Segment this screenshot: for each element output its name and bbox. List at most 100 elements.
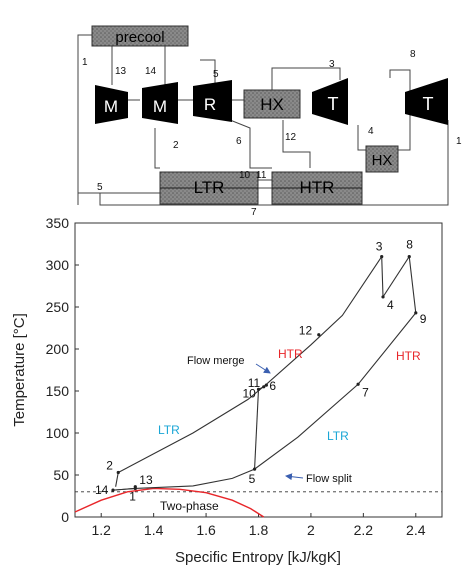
turbine-2-shape — [405, 78, 448, 125]
x-tick-label: 2.2 — [354, 522, 374, 538]
state-point-marker — [356, 382, 360, 386]
state-point-label: 14 — [95, 483, 109, 497]
state-point-label: 13 — [139, 473, 153, 487]
y-tick-label: 150 — [46, 383, 70, 399]
state-point-label: 9 — [420, 312, 427, 326]
stream-number: 14 — [145, 66, 157, 77]
precool-label: precool — [115, 29, 164, 46]
flow-merge-annotation: Flow merge — [187, 355, 244, 367]
stream-number: 11 — [256, 170, 267, 181]
x-tick-label: 2 — [307, 522, 315, 538]
cycle-schematic — [77, 34, 449, 206]
cycle-curve-3 — [254, 389, 260, 470]
turbine-1-label: T — [328, 94, 339, 114]
stream-number: 2 — [173, 140, 179, 151]
heat-exchanger-1-box — [243, 89, 301, 119]
state-point-marker — [317, 333, 321, 337]
plot-frame — [74, 222, 443, 518]
state-point-marker — [252, 467, 257, 471]
y-tick-label: 200 — [46, 341, 70, 357]
state-point-label: 6 — [269, 379, 276, 393]
stream-number: 7 — [251, 207, 257, 218]
state-point-marker — [381, 295, 385, 299]
x-axis-label: Specific Entropy [kJ/kgK] — [175, 549, 341, 566]
compressor-m2-label: M — [153, 97, 167, 116]
pipe — [224, 117, 272, 169]
y-axis-label: Temperature [°C] — [11, 313, 28, 427]
htr-label: HTR — [300, 178, 335, 197]
state-point-marker — [133, 485, 137, 489]
pipe — [389, 69, 411, 151]
state-point-marker — [414, 311, 418, 315]
y-tick-label: 300 — [46, 257, 70, 273]
pipe — [154, 128, 160, 169]
stream-numbers: 1 13 14 5 3 8 2 6 12 4 10 11 5 7 1 — [82, 49, 462, 218]
state-point-label: 8 — [406, 238, 413, 252]
stream-number: 13 — [115, 66, 127, 77]
x-tick-label: 1.6 — [196, 522, 216, 538]
state-point-label: 2 — [106, 458, 113, 472]
stream-number: 1 — [82, 57, 88, 68]
precool-box — [91, 25, 189, 47]
ltr-label: LTR — [194, 178, 225, 197]
y-tick-label: 250 — [46, 299, 70, 315]
pipe — [99, 120, 449, 206]
x-tick-label: 1.4 — [144, 522, 164, 538]
compressor-m2-shape — [142, 82, 178, 124]
two-phase-annotation: Two-phase — [160, 499, 219, 513]
stream-number: 12 — [285, 132, 297, 143]
state-point-label: 4 — [387, 298, 394, 312]
pipe — [271, 67, 341, 90]
x-tick-label: 1.8 — [249, 522, 269, 538]
heat-exchanger-1-label: HX — [260, 95, 284, 114]
state-point-marker — [111, 488, 115, 492]
stream-number: 3 — [329, 59, 335, 70]
heat-exchanger-2-box — [365, 145, 399, 173]
x-tick-label: 2.4 — [406, 522, 426, 538]
stream-number: 5 — [97, 182, 103, 193]
state-point-label: 10 — [243, 386, 257, 400]
turbine-2-label: T — [423, 94, 434, 114]
ts-diagram: 1.2 1.4 1.6 1.8 2 2.2 2.4 0 50 100 150 200 250 300 350… — [11, 215, 443, 566]
state-point-label: 1 — [129, 489, 136, 503]
y-tick-label: 350 — [46, 215, 70, 231]
y-tick-label: 0 — [61, 509, 69, 525]
pipe — [200, 59, 216, 85]
stream-number: 5 — [213, 69, 219, 80]
compressor-m1-label: M — [104, 97, 118, 116]
cycle-curve-0 — [115, 256, 383, 487]
state-point-marker — [264, 383, 268, 387]
state-point-marker — [116, 470, 120, 475]
flow-split-annotation: Flow split — [306, 473, 352, 485]
htr-left-annotation: HTR — [278, 347, 303, 361]
state-point-label: 11 — [248, 376, 261, 390]
stream-number: 10 — [239, 170, 251, 181]
compressor-m1-shape — [95, 85, 128, 124]
recompressor-label: R — [204, 95, 216, 114]
cycle-curve-4 — [112, 312, 417, 491]
recompressor-shape — [193, 80, 232, 122]
cycle-curves — [112, 255, 417, 491]
cycle-curve-5 — [112, 487, 136, 491]
pipe — [77, 34, 160, 194]
pipe — [282, 120, 311, 168]
turbine-1-shape — [312, 78, 348, 125]
state-point-marker — [380, 255, 384, 259]
state-point-marker — [407, 255, 411, 259]
stream-number: 8 — [410, 49, 416, 60]
state-point-marker — [256, 387, 261, 391]
pipe — [357, 125, 368, 151]
ltr-right-annotation: LTR — [327, 429, 349, 443]
heat-exchanger-2-label: HX — [372, 152, 393, 169]
cycle-curve-1 — [381, 255, 417, 313]
state-point-label: 12 — [299, 324, 313, 338]
state-point-marker — [262, 385, 266, 389]
htr-right-annotation: HTR — [396, 349, 421, 363]
flow-merge-arrow — [255, 363, 271, 374]
axis-ticks: 1.2 1.4 1.6 1.8 2 2.2 2.4 0 50 100 150 200 250 300 350 — [46, 215, 442, 538]
x-tick-label: 1.2 — [91, 522, 111, 538]
saturation-dome-curve — [74, 487, 265, 518]
stream-number: 1 — [456, 136, 462, 147]
